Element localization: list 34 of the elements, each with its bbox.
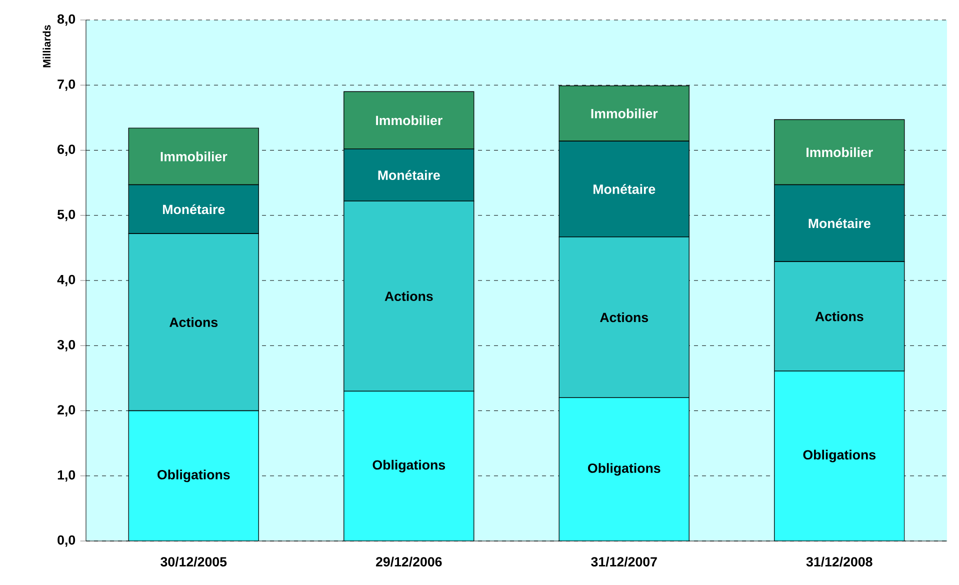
text: Obligations xyxy=(803,450,876,462)
series-label: Actions xyxy=(170,317,218,328)
y-tick-label: 8,0 xyxy=(57,14,76,26)
text: Monétaire xyxy=(808,218,870,228)
y-tick-label: 3,0 xyxy=(57,340,76,352)
y-tick-label: 6,0 xyxy=(58,144,76,156)
y-axis-title: Milliards xyxy=(42,25,51,68)
series-label: Obligations xyxy=(372,460,446,472)
text: Immobilier xyxy=(160,152,228,162)
text: Actions xyxy=(384,291,433,302)
y-tick-label: 0,0 xyxy=(58,535,76,547)
text: Actions xyxy=(815,311,864,322)
bar xyxy=(774,370,905,541)
x-tick-label: 31/12/2007 xyxy=(591,556,657,567)
text: Obligations xyxy=(158,470,230,482)
x-tick-label: 29/12/2006 xyxy=(376,556,442,567)
text: Obligations xyxy=(588,463,660,476)
series-label: Monétaire xyxy=(163,204,225,214)
y-tick-label: 4,0 xyxy=(57,274,76,286)
text: Monétaire xyxy=(594,184,656,194)
x-tick-label: 31/12/2008 xyxy=(806,556,872,567)
text: Monétaire xyxy=(378,170,440,180)
bar xyxy=(344,390,474,541)
series-label: Immobilier xyxy=(591,108,658,118)
text: Immobilier xyxy=(806,147,873,158)
y-tick-label: 7,0 xyxy=(58,79,76,91)
y-tick-label: 2,0 xyxy=(58,405,76,416)
x-tick-label: 30/12/2005 xyxy=(160,556,227,567)
text: Immobilier xyxy=(376,115,442,126)
bar xyxy=(558,397,690,541)
bar xyxy=(128,410,259,541)
text: Actions xyxy=(600,312,648,322)
y-tick-label: 5,0 xyxy=(57,210,76,222)
y-tick-label: 1,0 xyxy=(58,470,76,482)
